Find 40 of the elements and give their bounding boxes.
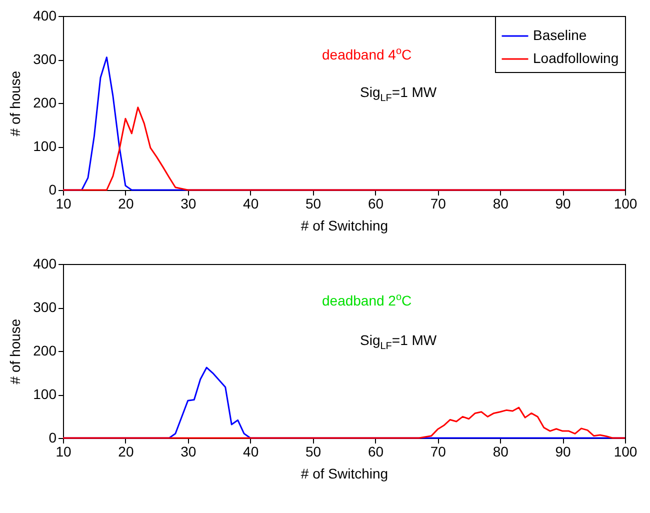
legend-label: Loadfollowing bbox=[533, 50, 619, 66]
x-tick-label: 10 bbox=[56, 196, 72, 212]
y-tick-label: 200 bbox=[33, 94, 57, 110]
x-tick-label: 90 bbox=[555, 196, 572, 212]
x-tick-label: 90 bbox=[555, 444, 572, 460]
x-tick-label: 30 bbox=[180, 196, 196, 212]
x-tick-label: 100 bbox=[614, 444, 638, 460]
y-axis-title: # of house bbox=[7, 70, 24, 136]
x-tick-label: 60 bbox=[368, 444, 384, 460]
y-tick-label: 300 bbox=[33, 299, 57, 315]
x-tick-label: 60 bbox=[368, 196, 384, 212]
annotation: deadband 2$^{o}$C bbox=[322, 292, 412, 309]
x-tick-label: 50 bbox=[305, 444, 322, 460]
y-tick-label: 0 bbox=[48, 182, 57, 198]
x-axis-title: # of Switching bbox=[300, 466, 388, 482]
x-tick-label: 80 bbox=[492, 196, 509, 212]
y-tick-label: 400 bbox=[33, 8, 57, 24]
y-tick-label: 300 bbox=[33, 51, 57, 67]
x-tick-label: 50 bbox=[305, 196, 322, 212]
x-tick-label: 10 bbox=[56, 444, 72, 460]
x-tick-label: 80 bbox=[492, 444, 509, 460]
y-tick-label: 400 bbox=[33, 256, 57, 272]
y-axis-title: # of house bbox=[7, 318, 24, 384]
y-tick-label: 0 bbox=[48, 430, 57, 446]
annotation: Sig$_{LF}$=1 MW bbox=[360, 84, 437, 104]
x-tick-label: 30 bbox=[180, 444, 196, 460]
annotation: Sig$_{LF}$=1 MW bbox=[360, 332, 437, 352]
x-tick-label: 70 bbox=[430, 196, 446, 212]
annotation: deadband 4$^{o}$C bbox=[322, 46, 412, 63]
x-tick-label: 40 bbox=[243, 444, 259, 460]
x-tick-label: 40 bbox=[243, 196, 259, 212]
x-axis-title: # of Switching bbox=[300, 218, 388, 234]
x-tick-label: 20 bbox=[118, 444, 134, 460]
y-tick-label: 100 bbox=[33, 138, 57, 154]
x-tick-label: 70 bbox=[430, 444, 446, 460]
y-tick-label: 200 bbox=[33, 342, 57, 358]
legend-label: Baseline bbox=[533, 27, 587, 43]
y-tick-label: 100 bbox=[33, 386, 57, 402]
x-tick-label: 20 bbox=[118, 196, 134, 212]
x-tick-label: 100 bbox=[614, 196, 638, 212]
